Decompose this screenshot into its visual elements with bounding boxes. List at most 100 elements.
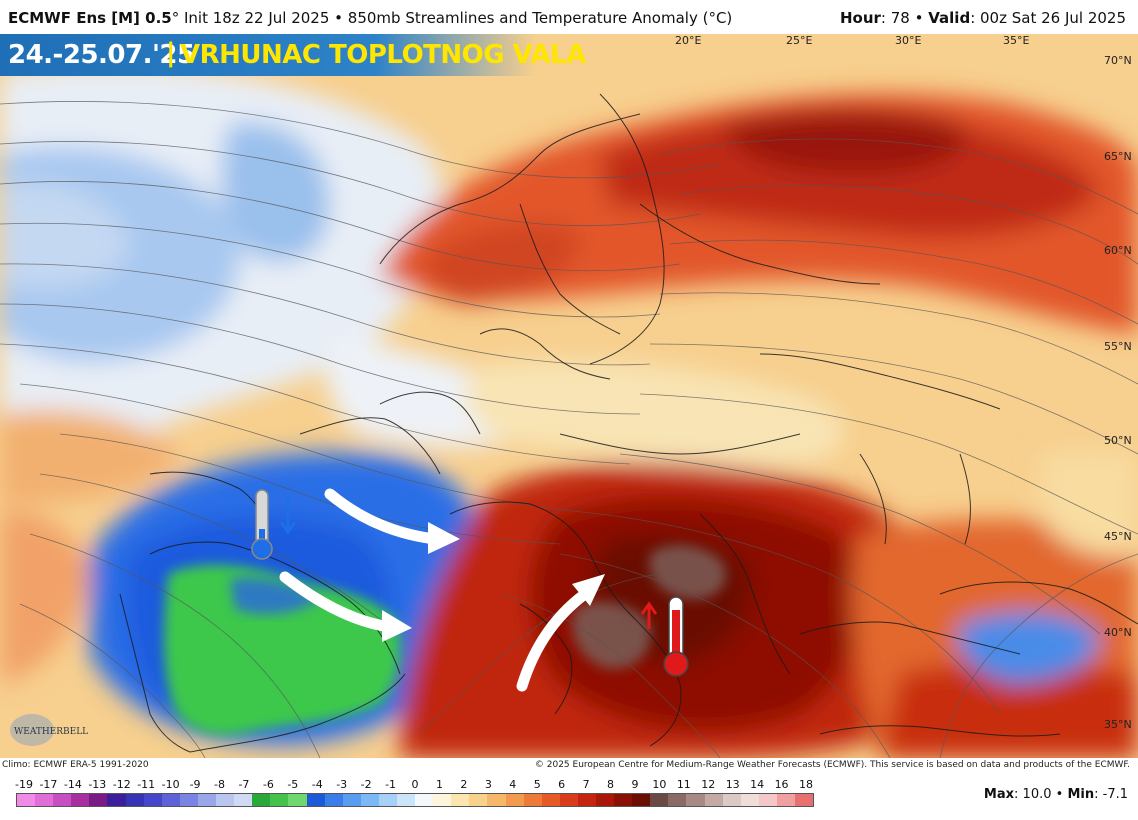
scale-swatch [704,794,723,806]
lat-label-35n: 35°N [1104,718,1132,731]
scale-label: -17 [39,778,58,791]
coastlines [119,93,1138,753]
scale-label: -2 [360,778,372,791]
hot-core-north [649,544,726,599]
flow-arrows [279,488,605,692]
max-label: Max [983,787,1015,802]
scale-label: 9 [631,778,639,791]
banner-dates: 24.-25.07.'25 [8,40,195,70]
scale-swatch [686,794,705,806]
scale-label: 16 [774,778,789,791]
init-time: Init 18z 22 Jul 2025 [184,9,330,27]
lon-label-20e: 20°E [675,34,702,47]
degree-symbol: ° [171,9,180,27]
scale-label: 5 [533,778,541,791]
arrow-1-head [428,522,460,554]
arrow-3-head [572,574,605,606]
scale-label: 11 [676,778,691,791]
bullet-2: • [914,9,924,27]
model-name: ECMWF Ens [M] 0.5 [8,9,172,27]
scale-swatch [342,794,361,806]
scale-swatch [505,794,524,806]
weatherbell-logo: WEATHERBELL [6,710,102,750]
arrow-3 [516,588,591,692]
legend-footer: Climo: ECMWF ERA-5 1991-2020 © 2025 Euro… [0,758,1138,820]
scale-swatch [216,794,235,806]
scale-swatch [89,794,108,806]
scale-swatch [614,794,633,806]
scale-swatch [324,794,343,806]
scale-label: -12 [112,778,131,791]
scale-swatch [125,794,144,806]
banner-separator: | [166,38,176,68]
scale-label: -5 [287,778,299,791]
scale-label: -14 [63,778,82,791]
headline-banner: 24.-25.07.'25 | VRHUNAC TOPLOTNOG VALA [0,34,586,76]
valid-value: : 00z Sat 26 Jul 2025 [970,9,1126,27]
scale-swatch [415,794,434,806]
scale-label: 2 [460,778,468,791]
hot-core-south [572,601,651,669]
copyright-note: © 2025 European Centre for Medium-Range … [534,760,1130,770]
scale-swatch [161,794,180,806]
scale-swatch [632,794,651,806]
valid-info: Hour: 78 • Valid: 00z Sat 26 Jul 2025 [840,9,1126,27]
scale-label: -10 [161,778,180,791]
scale-swatch [234,794,253,806]
climo-note: Climo: ECMWF ERA-5 1991-2020 [2,760,149,770]
scale-swatch [433,794,452,806]
scale-label: -11 [137,778,156,791]
map-title: ECMWF Ens [M] 0.5° Init 18z 22 Jul 2025 … [8,9,732,27]
scale-swatch [577,794,596,806]
scale-swatch [469,794,488,806]
scale-swatch [758,794,777,806]
scale-swatch [396,794,416,806]
scale-swatch [288,794,307,806]
scale-label: -19 [15,778,33,791]
scale-label: 7 [582,778,590,791]
scale-label: -13 [88,778,107,791]
scale-swatch [17,794,36,806]
bullet-3: • [1055,787,1064,802]
scale-swatch [795,794,814,806]
scale-swatch [270,794,289,806]
scale-swatch [71,794,90,806]
product-name: 850mb Streamlines and Temperature Anomal… [347,9,733,27]
scale-swatch [306,794,325,806]
scale-label: 4 [509,778,517,791]
scale-swatch [451,794,470,806]
top-bar: ECMWF Ens [M] 0.5° Init 18z 22 Jul 2025 … [0,0,1138,34]
min-value: : -7.1 [1094,787,1128,802]
scale-swatch [541,794,560,806]
scale-swatch [53,794,72,806]
lon-label-25e: 25°E [786,34,813,47]
scale-label: -7 [238,778,250,791]
lat-label-40n: 40°N [1104,626,1132,639]
scale-label: -9 [189,778,201,791]
lat-label-55n: 55°N [1104,340,1132,353]
scale-label: 0 [411,778,419,791]
min-label: Min [1067,787,1095,802]
valid-label: Valid [928,9,971,27]
lon-label-35e: 35°E [1003,34,1030,47]
anomaly-map [0,34,1138,758]
scale-label: 6 [558,778,566,791]
max-value: : 10.0 [1014,787,1052,802]
cold-thermometer-icon [251,489,297,560]
hot-thermometer-icon [640,596,689,677]
scale-label: 3 [484,778,492,791]
scale-swatch [596,794,615,806]
scale-swatch [107,794,126,806]
max-min-readout: Max: 10.0 • Min: -7.1 [984,787,1128,802]
arrow-2-head [382,610,412,642]
scale-label: -1 [385,778,397,791]
scale-label: 12 [701,778,716,791]
scale-swatch [740,794,759,806]
map-canvas [0,34,1138,758]
logo-graphic: WEATHERBELL [10,714,88,746]
arrow-1 [324,488,441,545]
lat-label-50n: 50°N [1104,434,1132,447]
scale-label: 1 [435,778,443,791]
scale-label: -3 [336,778,348,791]
arrow-2 [279,571,396,633]
